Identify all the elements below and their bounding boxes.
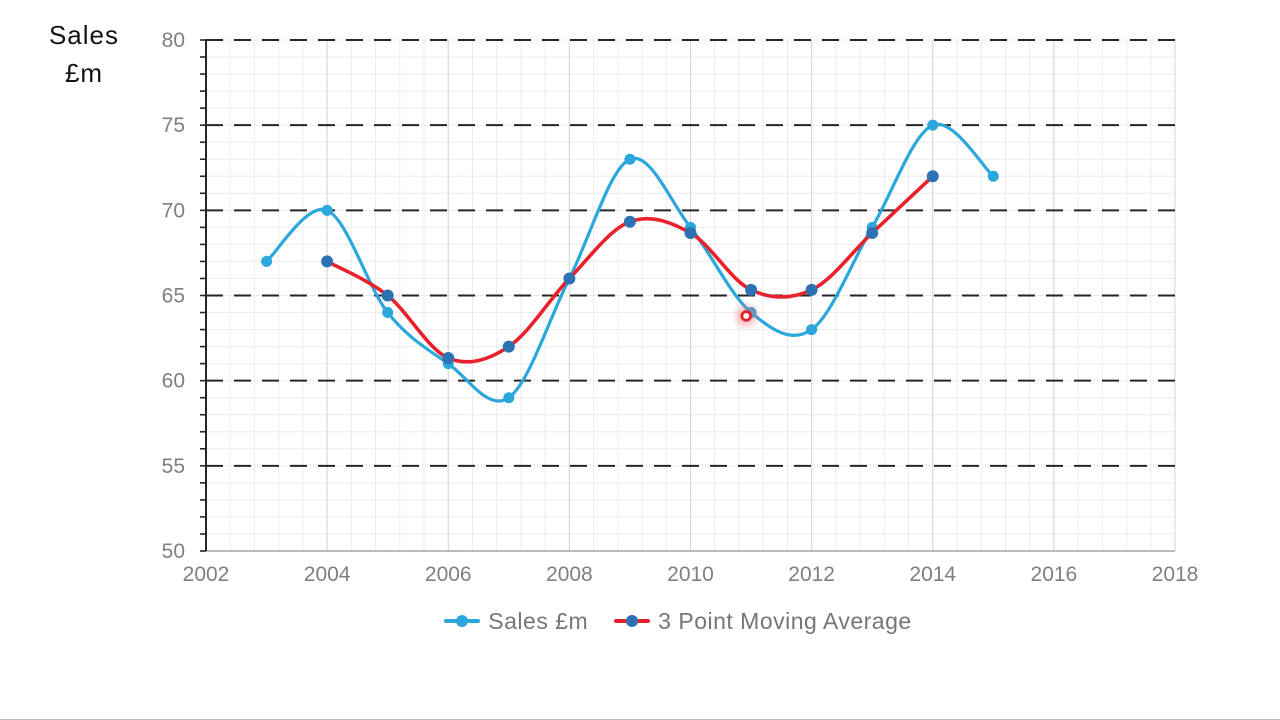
series-line-moving-average <box>325 174 935 364</box>
legend-label-moving-average: 3 Point Moving Average <box>658 607 912 634</box>
series-marker-moving-average <box>381 289 394 302</box>
series-marker-sales <box>261 255 273 267</box>
y-tick-label: 50 <box>162 540 185 563</box>
series-marker-sales <box>927 119 939 131</box>
series-marker-moving-average <box>502 340 515 353</box>
series-marker-moving-average <box>623 215 636 228</box>
series-marker-sales <box>382 307 394 319</box>
x-tick-label: 2008 <box>546 563 593 586</box>
legend-label-sales: Sales £m <box>488 607 589 634</box>
series-marker-sales <box>806 324 818 336</box>
moving-average-line-swatch-icon <box>614 615 651 627</box>
y-tick-label: 55 <box>162 455 185 478</box>
series-marker-sales <box>321 204 333 216</box>
x-tick-label: 2014 <box>909 563 956 586</box>
y-tick-label: 80 <box>162 29 185 52</box>
y-axis-title: Sales £m <box>36 16 132 92</box>
x-tick-label: 2002 <box>183 563 230 586</box>
series-marker-moving-average <box>563 272 576 285</box>
y-tick-label: 65 <box>162 285 185 308</box>
series-marker-moving-average <box>745 283 758 296</box>
x-tick-label: 2016 <box>1031 563 1078 586</box>
series-marker-moving-average <box>684 226 697 239</box>
series-marker-moving-average <box>926 170 939 183</box>
series-marker-sales <box>503 392 515 404</box>
x-tick-label: 2006 <box>425 563 472 586</box>
x-tick-label: 2018 <box>1152 563 1199 586</box>
y-axis-title-line1: Sales <box>48 20 120 50</box>
legend-item-moving-average[interactable]: 3 Point Moving Average <box>614 608 912 635</box>
series-marker-moving-average <box>321 255 334 268</box>
cursor-highlight-icon <box>740 310 753 322</box>
sales-line-swatch-icon <box>444 615 481 627</box>
series-marker-moving-average <box>866 226 879 239</box>
y-tick-label: 70 <box>162 199 185 222</box>
x-tick-label: 2012 <box>788 563 835 586</box>
series-marker-moving-average <box>805 283 818 296</box>
x-tick-label: 2010 <box>667 563 714 586</box>
series-marker-sales <box>987 170 999 182</box>
legend: Sales £m 3 Point Moving Average <box>0 604 1280 638</box>
y-axis-title-line2: £m <box>64 58 104 88</box>
x-tick-label: 2004 <box>304 563 351 586</box>
legend-item-sales[interactable]: Sales £m <box>444 608 588 635</box>
y-tick-label: 60 <box>162 370 185 393</box>
series-marker-sales <box>624 153 636 165</box>
series-marker-moving-average <box>442 352 455 365</box>
y-tick-label: 75 <box>162 114 185 137</box>
